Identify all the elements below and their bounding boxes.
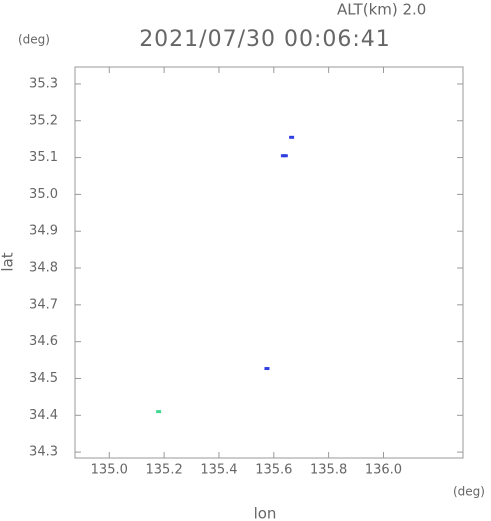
point xyxy=(156,410,162,414)
y-axis-label: lat xyxy=(0,252,17,271)
point xyxy=(289,135,295,139)
y-unit: (deg) xyxy=(18,33,50,47)
y-tick-label: 35.2 xyxy=(29,113,58,128)
y-tick-label: 34.7 xyxy=(29,297,58,312)
x-axis-label: lon xyxy=(254,505,277,521)
header: ALT(km) 2.0 xyxy=(337,1,426,19)
y-tick-label: 35.1 xyxy=(29,150,58,165)
x-unit: (deg) xyxy=(453,485,485,499)
point xyxy=(282,154,288,158)
x-tick-label: 135.0 xyxy=(91,463,128,478)
y-tick-label: 34.3 xyxy=(29,445,58,460)
y-tick-label: 34.9 xyxy=(29,224,58,239)
plot-frame xyxy=(74,66,464,459)
x-tick-label: 135.6 xyxy=(255,463,292,478)
y-tick-label: 35.3 xyxy=(29,76,58,91)
point xyxy=(264,367,270,371)
y-tick-label: 34.6 xyxy=(29,334,58,349)
chart-title: 2021/07/30 00:06:41 xyxy=(139,27,391,52)
x-tick-label: 135.8 xyxy=(310,463,347,478)
y-tick-label: 35.0 xyxy=(29,187,58,202)
y-tick-label: 34.8 xyxy=(29,261,58,276)
y-tick-label: 34.4 xyxy=(29,408,58,423)
x-tick-label: 135.2 xyxy=(146,463,183,478)
y-tick-label: 34.5 xyxy=(29,371,58,386)
x-tick-label: 135.4 xyxy=(200,463,237,478)
x-tick-label: 136.0 xyxy=(365,463,402,478)
